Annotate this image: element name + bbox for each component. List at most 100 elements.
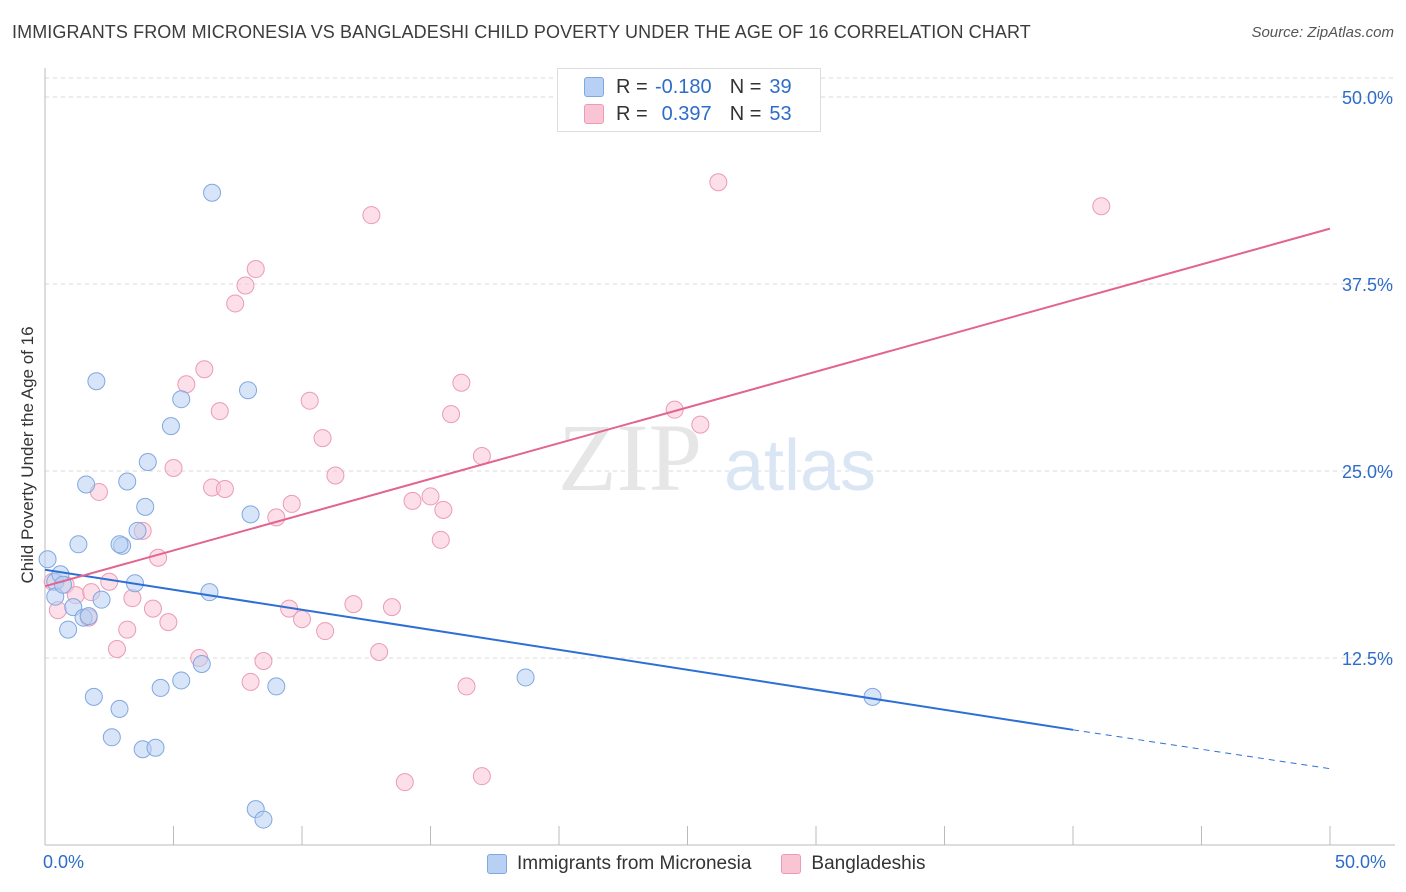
data-point-bangladeshis	[431, 530, 450, 549]
trend-line-micronesia	[44, 568, 1074, 731]
legend-r-label: R =	[616, 75, 648, 98]
data-point-bangladeshis	[123, 589, 142, 608]
data-point-bangladeshis	[107, 640, 126, 659]
data-point-micronesia	[92, 590, 111, 609]
data-point-bangladeshis	[344, 595, 363, 614]
data-point-micronesia	[241, 505, 260, 524]
legend-label-bangladeshis: Bangladeshis	[811, 853, 926, 874]
data-point-micronesia	[161, 417, 180, 436]
data-point-bangladeshis	[452, 373, 471, 392]
data-point-bangladeshis	[226, 294, 245, 313]
x-tick-label-min: 0.0%	[43, 852, 85, 872]
data-point-bangladeshis	[293, 610, 311, 629]
legend-swatch-blue	[487, 854, 507, 874]
y-tick-label: 50.0%	[1342, 88, 1393, 108]
data-point-micronesia	[79, 607, 98, 626]
data-point-micronesia	[110, 535, 129, 554]
data-point-bangladeshis	[177, 375, 196, 394]
data-point-micronesia	[87, 372, 106, 391]
legend-r-value-micronesia: -0.180	[654, 75, 712, 98]
data-point-micronesia	[38, 550, 57, 569]
y-tick-label: 37.5%	[1342, 275, 1393, 295]
data-point-micronesia	[192, 654, 211, 673]
data-point-bangladeshis	[254, 651, 273, 670]
data-point-bangladeshis	[210, 402, 229, 421]
data-point-bangladeshis	[159, 613, 178, 632]
source-label: Source: ZipAtlas.com	[1251, 24, 1394, 41]
data-point-bangladeshis	[118, 620, 137, 639]
series-bangladeshis-points	[43, 173, 1111, 792]
series-legend: Immigrants from Micronesia Bangladeshis	[487, 852, 955, 876]
data-point-micronesia	[151, 678, 170, 697]
data-point-micronesia	[516, 668, 535, 687]
data-point-micronesia	[136, 497, 155, 516]
data-point-micronesia	[146, 738, 165, 757]
data-point-micronesia	[102, 728, 121, 747]
legend-label-micronesia: Immigrants from Micronesia	[517, 853, 752, 874]
series-micronesia-points	[38, 183, 882, 829]
legend-row-micronesia: R = -0.180 N = 39	[584, 75, 792, 99]
data-point-micronesia	[118, 472, 137, 491]
data-point-bangladeshis	[215, 479, 234, 498]
watermark: ZIP atlas	[558, 404, 876, 511]
data-point-micronesia	[110, 699, 129, 718]
data-point-micronesia	[239, 381, 258, 400]
trend-line-bangladeshis	[44, 227, 1331, 588]
data-point-bangladeshis	[241, 672, 260, 691]
axes	[44, 68, 1395, 846]
grid-lines	[45, 77, 1395, 659]
data-point-micronesia	[59, 620, 78, 639]
data-point-bangladeshis	[246, 260, 265, 279]
data-point-bangladeshis	[370, 643, 389, 662]
data-point-bangladeshis	[282, 494, 301, 513]
data-point-bangladeshis	[1092, 197, 1111, 216]
data-point-bangladeshis	[300, 391, 319, 410]
data-point-bangladeshis	[442, 405, 461, 424]
data-point-bangladeshis	[313, 429, 332, 448]
data-point-bangladeshis	[395, 773, 414, 792]
data-point-bangladeshis	[472, 767, 491, 786]
legend-item-bangladeshis[interactable]: Bangladeshis	[781, 853, 925, 875]
data-point-bangladeshis	[164, 459, 183, 478]
data-point-bangladeshis	[434, 500, 453, 519]
legend-swatch-pink	[584, 104, 604, 124]
data-point-bangladeshis	[691, 415, 710, 434]
data-point-micronesia	[128, 521, 147, 540]
legend-swatch-pink	[781, 854, 802, 874]
data-point-micronesia	[203, 183, 222, 202]
legend-n-label: N =	[729, 102, 762, 125]
data-point-bangladeshis	[709, 173, 728, 192]
legend-swatch-blue	[584, 77, 604, 97]
legend-n-label: N =	[729, 75, 762, 98]
data-point-micronesia	[267, 677, 286, 696]
data-point-bangladeshis	[421, 487, 440, 506]
legend-r-label: R =	[616, 102, 648, 125]
watermark-zip: ZIP	[558, 404, 702, 511]
data-point-micronesia	[200, 583, 219, 602]
legend-n-value-bangladeshis: 53	[769, 102, 792, 125]
watermark-atlas: atlas	[724, 426, 876, 506]
legend-row-bangladeshis: R = 0.397 N = 53	[584, 102, 792, 126]
data-point-micronesia	[172, 390, 191, 409]
data-point-micronesia	[138, 453, 157, 472]
data-point-bangladeshis	[100, 572, 119, 591]
chart-title: IMMIGRANTS FROM MICRONESIA VS BANGLADESH…	[12, 22, 1031, 42]
data-point-micronesia	[254, 810, 273, 829]
data-point-micronesia	[84, 687, 103, 706]
trend-lines	[44, 227, 1331, 770]
x-tick-label-max: 50.0%	[1335, 852, 1387, 872]
data-point-bangladeshis	[403, 491, 422, 510]
data-point-bangladeshis	[362, 206, 381, 225]
data-point-micronesia	[172, 671, 191, 690]
data-point-bangladeshis	[326, 466, 345, 485]
legend-n-value-micronesia: 39	[769, 75, 792, 98]
legend-item-micronesia[interactable]: Immigrants from Micronesia	[487, 853, 751, 875]
data-point-bangladeshis	[236, 276, 255, 295]
data-point-bangladeshis	[195, 360, 214, 379]
data-point-bangladeshis	[316, 622, 335, 641]
data-point-bangladeshis	[457, 677, 476, 696]
data-point-bangladeshis	[382, 598, 401, 617]
y-tick-labels: 12.5% 25.0% 37.5% 50.0%	[1342, 88, 1393, 669]
y-tick-label: 25.0%	[1342, 462, 1393, 482]
